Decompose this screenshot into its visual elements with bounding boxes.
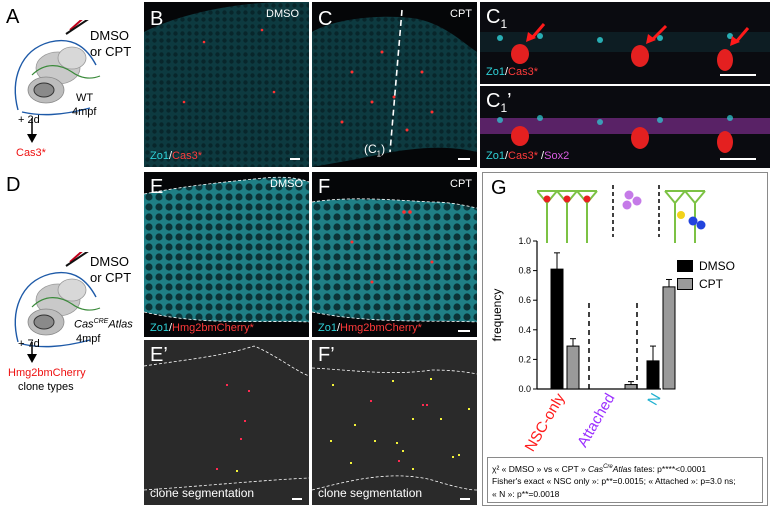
y-tick-label: 0.6: [518, 295, 531, 305]
frequency-bar-chart: 0.0 0.2 0.4 0.6 0.8 1.0 frequency NSC-only Attac…: [490, 236, 676, 455]
panel-a-readout: Cas3*: [16, 147, 46, 159]
panel-e-condition: DMSO: [270, 178, 303, 190]
panel-a-fish-2: 4mpf: [72, 106, 97, 118]
panel-g-letter: G: [491, 177, 507, 199]
panel-e-prime-image: E’ clone segmentation: [144, 340, 309, 505]
panel-c-cut-label: (C1): [364, 142, 386, 159]
panel-f-stain-label: Zo1/Hmg2bmCherry*: [318, 322, 422, 334]
scale-bar: [290, 158, 300, 160]
bar-cpt-2: [662, 286, 676, 390]
panel-e-tissue: [144, 176, 309, 323]
panel-d-time: + 7d: [18, 338, 40, 350]
bar-cpt-0: [566, 345, 580, 390]
y-tick-label: 0.8: [518, 266, 531, 276]
clone-type-schematics: [537, 185, 706, 243]
panel-d: D DMSO or CPT CasCREAtlas 4mpf + 7d Hmg2…: [0, 172, 140, 412]
fish-brain-schematic: [14, 252, 101, 348]
category-label: Attached: [574, 391, 618, 451]
panel-b-letter: B: [150, 8, 164, 30]
panel-e-letter: E: [150, 176, 164, 198]
panel-c1-image: C1 Zo1/Cas3*: [480, 2, 770, 84]
chart-legend: DMSO CPT: [677, 259, 735, 291]
panel-a-treatment-2: or CPT: [90, 44, 132, 59]
panel-b-image: B DMSO Zo1/Cas3*: [144, 2, 309, 167]
scale-bar: [458, 158, 470, 160]
panel-d-fish-2: 4mpf: [76, 333, 101, 345]
panel-d-treatment-1: DMSO: [90, 254, 129, 269]
stats-line-3: « N »: p**=0.0018: [492, 488, 560, 499]
bar-dmso-0: [550, 268, 564, 390]
panel-d-letter: D: [6, 174, 21, 196]
bar-cpt-1: [624, 384, 638, 390]
stats-line-1: χ² « DMSO » vs « CPT » CasCreAtlas fates…: [492, 463, 707, 474]
category-label: NSC-only: [522, 390, 569, 455]
panel-c1-prime-tissue: [480, 115, 770, 153]
scale-bar: [458, 330, 470, 332]
panel-f-image: F CPT Zo1/Hmg2bmCherry*: [312, 172, 477, 337]
legend-swatch-cpt: [677, 278, 693, 290]
scale-bar: [720, 74, 756, 76]
panel-b-condition: DMSO: [266, 8, 299, 20]
down-arrow-icon: [27, 118, 37, 143]
panel-c1-stain-label: Zo1/Cas3*: [486, 66, 538, 78]
legend-label-dmso: DMSO: [699, 259, 735, 273]
panel-f-tissue: [312, 198, 477, 323]
panel-a-fish-1: WT: [76, 92, 94, 104]
legend-item-dmso: DMSO: [677, 259, 735, 273]
panel-b-stain-label: Zo1/Cas3*: [150, 150, 202, 162]
y-axis-label: frequency: [490, 289, 504, 342]
scale-bar: [292, 498, 302, 500]
panel-a-letter: A: [6, 6, 20, 28]
panel-d-fish-1: CasCREAtlas: [74, 318, 133, 331]
bar-dmso-2: [646, 360, 660, 390]
panel-g: G 0.0 0.2 0.4 0.6 0.8 1.0 frequency NSC-only Att…: [482, 172, 768, 506]
y-tick-label: 0.2: [518, 354, 531, 364]
panel-e-prime-caption: clone segmentation: [150, 486, 255, 500]
down-arrow-icon: [27, 342, 37, 363]
y-tick-label: 0.0: [518, 384, 531, 394]
y-tick-label: 0.4: [518, 325, 531, 335]
panel-f-condition: CPT: [450, 178, 472, 190]
panel-b-tissue: [144, 2, 309, 167]
panel-c-image: C CPT (C1): [312, 2, 477, 167]
panel-d-treatment-2: or CPT: [90, 270, 132, 285]
panel-a-treatment-1: DMSO: [90, 28, 129, 43]
category-label: N: [644, 391, 664, 409]
panel-c1-letter: C1: [486, 6, 508, 31]
panel-e-prime-letter: E’: [150, 344, 168, 366]
stats-line-2: Fisher's exact « NSC only »: p**=0.0015;…: [492, 476, 736, 487]
panel-c-condition: CPT: [450, 8, 472, 20]
panel-a-time: + 2d: [18, 114, 40, 126]
panel-e-image: E DMSO Zo1/Hmg2bmCherry*: [144, 172, 309, 337]
panel-e-prime-segmentation: [144, 345, 309, 491]
panel-d-readout-2: clone types: [18, 381, 74, 393]
panel-c1-prime-letter: C1’: [486, 90, 512, 115]
legend-swatch-dmso: [677, 260, 693, 272]
panel-f-prime-image: F’ clone segmentation: [312, 340, 477, 505]
panel-f-letter: F: [318, 176, 331, 198]
panel-c1-prime-image: C1’ Zo1/Cas3* /Sox2: [480, 86, 770, 168]
panel-c1-prime-stain-label: Zo1/Cas3* /Sox2: [486, 150, 570, 162]
panel-a: A DMSO or CPT WT 4mpf + 2d Cas3*: [0, 0, 140, 170]
fish-brain-schematic: [14, 20, 101, 116]
legend-label-cpt: CPT: [699, 277, 723, 291]
statistics-box: χ² « DMSO » vs « CPT » CasCreAtlas fates…: [487, 457, 763, 503]
panel-f-prime-segmentation: [312, 367, 477, 491]
panel-d-readout: Hmg2bmCherry: [8, 367, 86, 379]
scale-bar: [720, 158, 756, 160]
panel-c-tissue: [312, 9, 477, 167]
panel-f-prime-caption: clone segmentation: [318, 486, 423, 500]
panel-e-stain-label: Zo1/Hmg2bmCherry*: [150, 322, 254, 334]
panel-c1-tissue: [480, 23, 770, 71]
y-tick-label: 1.0: [518, 236, 531, 246]
panel-f-prime-letter: F’: [318, 344, 335, 366]
legend-item-cpt: CPT: [677, 277, 735, 291]
panel-c-letter: C: [318, 8, 333, 30]
scale-bar: [460, 498, 470, 500]
